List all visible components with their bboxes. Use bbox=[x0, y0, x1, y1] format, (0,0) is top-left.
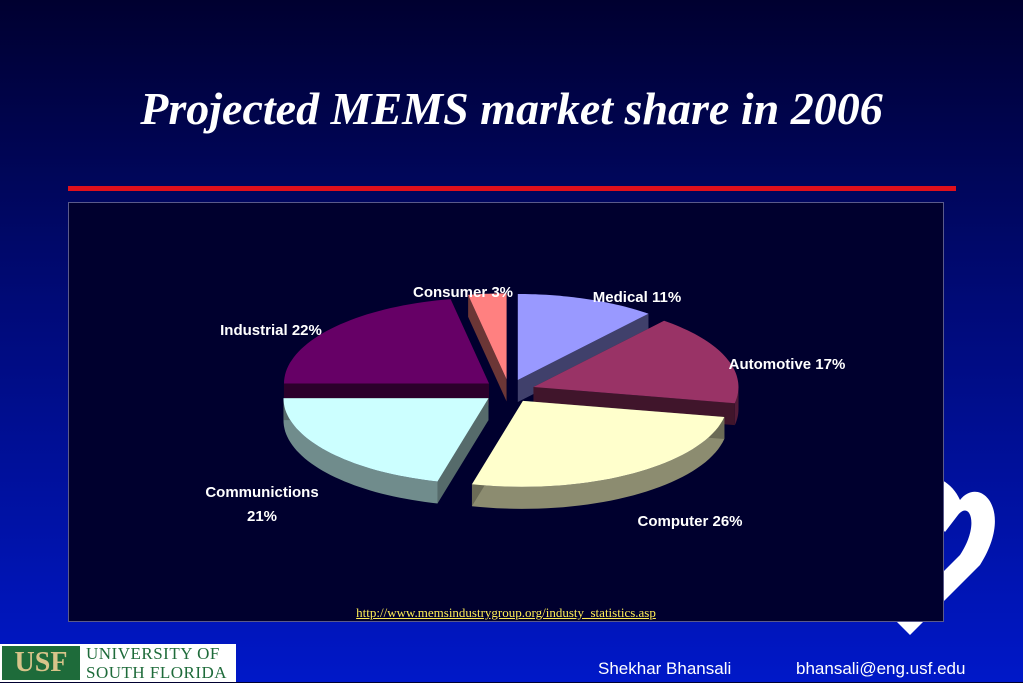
slice-label-computer: Computer 26% bbox=[637, 513, 742, 530]
footer-email[interactable]: bhansali@eng.usf.edu bbox=[796, 659, 966, 678]
pie-slice-computer-side bbox=[472, 417, 725, 509]
source-link[interactable]: http://www.memsindustrygroup.org/industy… bbox=[356, 605, 656, 620]
usf-logo-mark: USF bbox=[2, 646, 80, 680]
pie-slice-industrial-top bbox=[284, 299, 489, 384]
pie-slice-consumer bbox=[468, 293, 507, 402]
pie-slice-communictions-wall-0 bbox=[437, 398, 489, 504]
pie-slice-consumer-top bbox=[468, 293, 507, 380]
slice-label-consumer: Consumer 3% bbox=[413, 284, 513, 301]
pie-slice-industrial bbox=[283, 299, 489, 406]
pie-chart: Medical 11% Automotive 17% Computer 26% Com… bbox=[205, 284, 846, 530]
slice-label-medical: Medical 11% bbox=[593, 289, 681, 306]
pie-slice-medical-top bbox=[517, 294, 649, 380]
pie-slice-automotive-side bbox=[734, 387, 739, 426]
chart-panel: Medical 11% Automotive 17% Computer 26% Com… bbox=[68, 202, 944, 622]
pie-slice-consumer-wall-0 bbox=[468, 294, 507, 402]
usf-name-line2: SOUTH FLORIDA bbox=[86, 663, 228, 682]
footer-author: Shekhar Bhansali bbox=[598, 659, 732, 678]
title-divider bbox=[68, 186, 956, 191]
pie-slice-communictions-side bbox=[283, 398, 438, 504]
pie-slice-computer-top bbox=[472, 400, 725, 487]
usf-logo: USF UNIVERSITY OF SOUTH FLORIDA bbox=[0, 644, 236, 682]
slide-title: Projected MEMS market share in 2006 bbox=[140, 83, 883, 134]
usf-name-line1: UNIVERSITY OF bbox=[86, 644, 220, 663]
pie-slice-communictions bbox=[283, 398, 489, 504]
slice-label-automotive: Automotive 17% bbox=[729, 356, 846, 373]
pie-slice-communictions-top bbox=[283, 398, 489, 482]
pie-slice-automotive-top bbox=[533, 320, 739, 404]
slice-label-industrial: Industrial 22% bbox=[220, 322, 322, 339]
pie-slice-computer bbox=[471, 400, 725, 509]
slice-label-communictions: Communictions 21% bbox=[205, 484, 318, 525]
